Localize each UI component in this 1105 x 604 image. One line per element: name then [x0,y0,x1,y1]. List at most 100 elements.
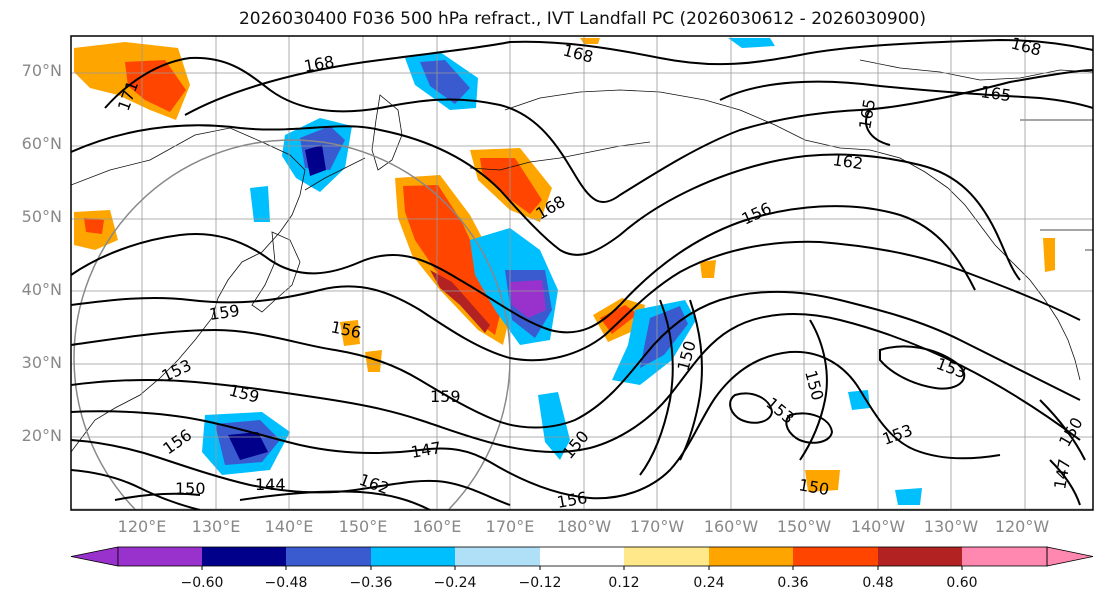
map-panel: 168 168 171 168 165 162 165 168 156 159 … [71,34,1093,512]
contour-labels: 168 168 171 168 165 162 165 168 156 159 … [114,34,1087,512]
north-america-west-coast [947,187,1081,381]
lat-label: 50°N [21,207,62,226]
colorbar-tick-label: −0.12 [518,575,562,591]
lon-label: 140°E [264,517,314,536]
contour-line [71,439,511,506]
colorbar-segment [540,547,624,566]
contour-label: 144 [255,475,286,494]
contour-line [679,299,703,461]
contour-label: 165 [979,82,1012,105]
colorbar-frame [117,546,1048,567]
shaded-negative-region [895,488,922,505]
colorbar-segment [624,547,709,566]
lon-label: 150°E [338,517,388,536]
lon-label: 170°E [485,517,535,536]
colorbar-tick-label: −0.48 [264,575,308,591]
lon-label: 130°E [191,517,241,536]
shaded-negative-region [848,390,870,410]
shaded-negative-region [640,306,688,368]
refractivity-contours [71,38,1093,510]
asia-coastline [71,127,306,453]
colorbar-extend-max [1046,546,1094,567]
contour-line [71,205,976,334]
contour-label: 150 [175,479,206,498]
contour-line [71,240,1081,362]
contour-line [799,319,828,461]
lat-label: 70°N [21,61,62,80]
map-title: 2026030400 F036 500 hPa refract., IVT La… [238,9,926,29]
contour-line [865,109,891,146]
lon-label: 120°W [994,517,1050,536]
colorbar-tick-label: −0.60 [180,575,224,591]
canada-interior-border [1020,119,1093,251]
contour-line [184,38,1093,116]
shaded-positive-region [365,350,382,372]
shaded-negative-region [420,60,470,104]
contour-line [114,490,431,510]
contour-label: 159 [430,387,461,406]
colorbar [70,546,1094,570]
contour-line [71,350,1001,500]
colorbar-segment [962,547,1047,566]
lon-label: 160°E [412,517,462,536]
lon-label: 140°W [850,517,906,536]
contour-line [71,469,201,510]
shaded-positive-region [340,320,360,346]
lon-label: 150°W [776,517,832,536]
contour-line [785,412,834,444]
contour-line [729,392,774,424]
graticule [71,36,1093,510]
shaded-positive-region [580,38,600,44]
shaded-negative-region [250,186,270,222]
colorbar-segment [793,547,878,566]
colorbar-segment [709,547,793,566]
kamchatka-coastline [371,94,403,171]
colorbar-tick-label: 0.12 [608,575,640,591]
contour-line [71,124,1021,281]
arctic-coastline [859,59,1093,81]
colorbar-segment [202,547,286,566]
lon-label: 170°W [629,517,685,536]
colorbar-extend-min [70,546,119,567]
shaded-negative-region [510,280,546,318]
colorbar-tick-label: 0.24 [693,575,725,591]
kuril-islands [304,157,366,191]
colorbar-tick-label: −0.36 [349,575,393,591]
shaded-positive-region [1043,238,1055,272]
contour-line [879,345,966,390]
shaded-negative-region [228,432,268,460]
japan-coastline [251,231,301,313]
lon-label: 180°W [556,517,612,536]
lat-label: 20°N [21,426,62,445]
shaded-positive-region [805,470,840,492]
colorbar-tick-label: −0.24 [433,575,477,591]
contour-line [719,80,1093,109]
shaded-positive-region [480,158,542,214]
contour-label: 156 [555,488,588,512]
colorbar-segment [455,547,540,566]
lon-label: 120°E [117,517,167,536]
contour-label: 162 [831,150,864,173]
shaded-positive-region [700,260,716,278]
colorbar-segment [118,547,202,566]
colorbar-segment [286,547,371,566]
lon-label: 160°W [703,517,759,536]
shaded-positive-region [403,185,500,335]
shaded-positive-region [430,270,490,333]
colorbar-segment [371,547,455,566]
lat-label: 40°N [21,280,62,299]
contour-line [639,299,674,476]
colorbar-tick-label: 0.60 [946,575,978,591]
lat-label: 60°N [21,134,62,153]
shaded-positive-region [84,218,104,234]
shaded-negative-region [728,38,775,48]
alaska-coastline [504,89,949,189]
contour-label: 168 [1009,34,1043,60]
contour-line [104,56,1093,204]
lon-label: 130°W [923,517,979,536]
map-frame [70,35,1094,511]
contour-line [71,313,1081,453]
colorbar-segment [878,547,962,566]
contour-label: 159 [208,301,241,324]
